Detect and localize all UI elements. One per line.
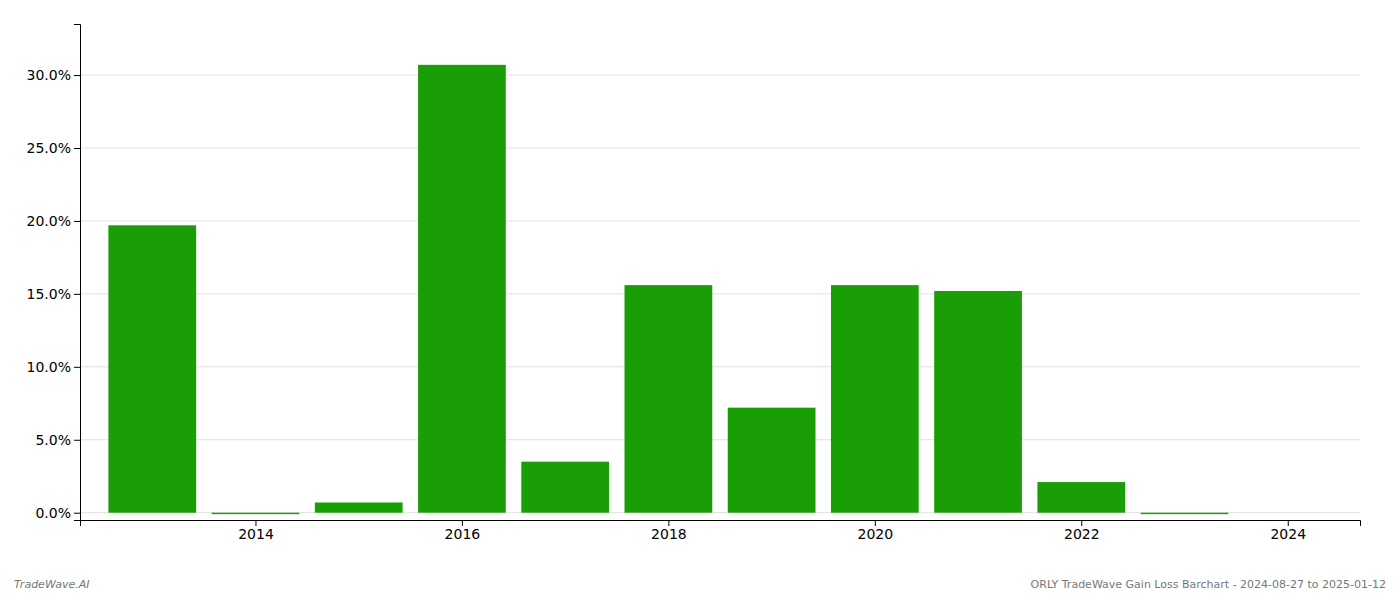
x-tick: 2022 <box>1064 520 1100 542</box>
x-tick: 2014 <box>238 520 274 542</box>
grid-line <box>80 439 1360 440</box>
y-tick-label: 25.0% <box>27 140 71 156</box>
bar <box>315 502 403 512</box>
plot-area: 2014 2016 2018 2020 2022 2024 0.0% 5.0% 10.0% 15.… <box>27 25 1361 542</box>
y-tick: 0.0% <box>35 505 80 521</box>
grid-line <box>80 75 1360 76</box>
y-tick: 10.0% <box>27 359 80 375</box>
y-tick-label: 15.0% <box>27 286 71 302</box>
y-tick: 25.0% <box>27 140 80 156</box>
y-tick-mark <box>74 148 80 149</box>
x-tick: 2020 <box>858 520 894 542</box>
y-tick-label: 5.0% <box>35 432 71 448</box>
bar <box>934 291 1022 513</box>
y-tick: 15.0% <box>27 286 80 302</box>
y-tick: 30.0% <box>27 67 80 83</box>
x-tick-label: 2024 <box>1270 526 1306 542</box>
x-tick-label: 2018 <box>651 526 687 542</box>
y-tick-label: 30.0% <box>27 67 71 83</box>
bar <box>212 513 300 514</box>
bar <box>625 285 713 513</box>
y-tick-mark <box>74 440 80 441</box>
grid-line <box>80 148 1360 149</box>
bars <box>108 65 1228 514</box>
x-tick-label: 2020 <box>858 526 894 542</box>
x-tick-label: 2016 <box>445 526 481 542</box>
grid-line <box>80 512 1360 513</box>
bar <box>1244 512 1332 513</box>
bar <box>1141 513 1229 514</box>
y-tick-mark <box>74 75 80 76</box>
grid <box>80 75 1360 513</box>
bar <box>521 462 609 513</box>
bar <box>728 408 816 513</box>
bar <box>831 285 919 513</box>
footer-right: ORLY TradeWave Gain Loss Barchart - 2024… <box>1031 578 1386 591</box>
bar <box>1037 482 1125 513</box>
y-tick-mark <box>74 221 80 222</box>
y-tick: 20.0% <box>27 213 80 229</box>
y-tick-label: 10.0% <box>27 359 71 375</box>
x-tick: 2018 <box>651 520 687 542</box>
y-tick-mark <box>74 513 80 514</box>
y-tick-mark <box>74 367 80 368</box>
bar <box>108 225 196 512</box>
y-tick: 5.0% <box>35 432 80 448</box>
y-axis-line <box>74 25 81 521</box>
x-tick: 2024 <box>1270 520 1306 542</box>
bar <box>418 65 506 513</box>
grid-line <box>80 293 1360 294</box>
y-tick-mark <box>74 294 80 295</box>
footer-left: TradeWave.AI <box>14 578 89 591</box>
x-axis: 2014 2016 2018 2020 2022 2024 <box>81 520 1361 542</box>
chart: 2014 2016 2018 2020 2022 2024 0.0% 5.0% 10.0% 15.… <box>0 0 1400 600</box>
grid-line <box>80 220 1360 221</box>
y-tick-label: 0.0% <box>35 505 71 521</box>
x-tick: 2016 <box>445 520 481 542</box>
y-axis: 0.0% 5.0% 10.0% 15.0% 20.0% 25.0% 30.0% <box>27 25 81 521</box>
grid-line <box>80 366 1360 367</box>
y-tick-label: 20.0% <box>27 213 71 229</box>
x-tick-label: 2014 <box>238 526 274 542</box>
x-tick-label: 2022 <box>1064 526 1100 542</box>
